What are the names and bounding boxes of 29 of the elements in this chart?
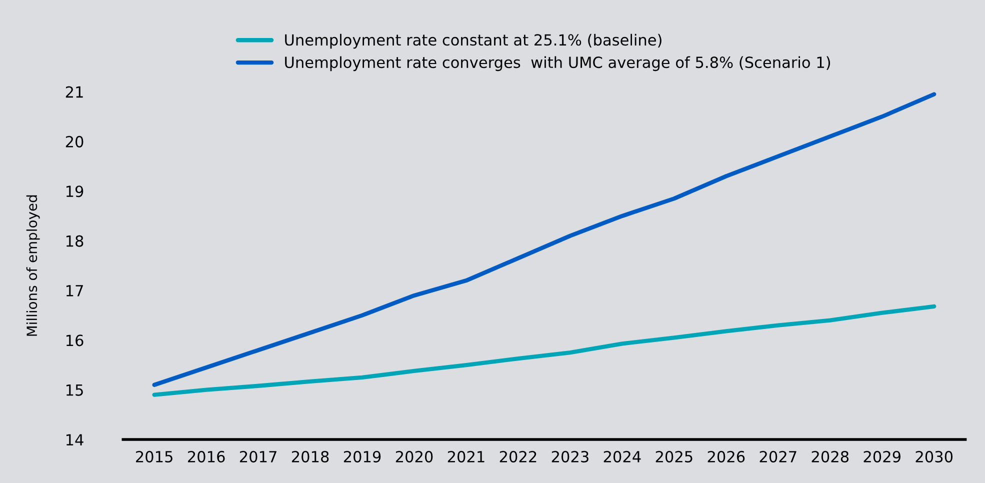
- y-tick-label: 20: [66, 136, 84, 148]
- x-tick-label: 2025: [656, 450, 692, 462]
- x-tick-label: 2021: [448, 450, 484, 462]
- x-tick-label: 2029: [864, 450, 900, 462]
- x-tick-label: 2027: [760, 450, 796, 462]
- y-tick-label: 16: [66, 334, 84, 346]
- legend-label: Unemployment rate constant at 25.1% (baseline): [285, 34, 662, 49]
- x-tick-label: 2030: [916, 450, 953, 462]
- y-tick-label: 21: [66, 86, 83, 98]
- x-tick-label: 2028: [812, 450, 849, 462]
- y-tick-label: 18: [66, 235, 84, 247]
- x-tick-label: 2022: [500, 450, 536, 462]
- line-series: [152, 304, 936, 397]
- x-tick-label: 2023: [552, 450, 588, 462]
- y-tick-label: 17: [66, 285, 83, 296]
- y-axis-title: Millions of employed: [26, 195, 40, 336]
- x-tick-label: 2018: [292, 450, 329, 462]
- x-tick-label: 2024: [604, 450, 641, 462]
- y-tick-label: 15: [66, 384, 83, 396]
- legend-label: Unemployment rate converges with UMC average of 5.8% (Scenario 1): [285, 56, 830, 72]
- x-tick-label: 2017: [240, 450, 276, 462]
- y-tick-label: 14: [66, 434, 84, 446]
- x-tick-label: 2016: [188, 450, 225, 462]
- line-series: [152, 92, 936, 387]
- x-tick-label: 2020: [396, 450, 433, 462]
- x-tick-label: 2015: [136, 450, 172, 462]
- x-tick-label: 2026: [708, 450, 745, 462]
- x-tick-label: 2019: [344, 450, 381, 462]
- y-tick-label: 19: [66, 186, 84, 198]
